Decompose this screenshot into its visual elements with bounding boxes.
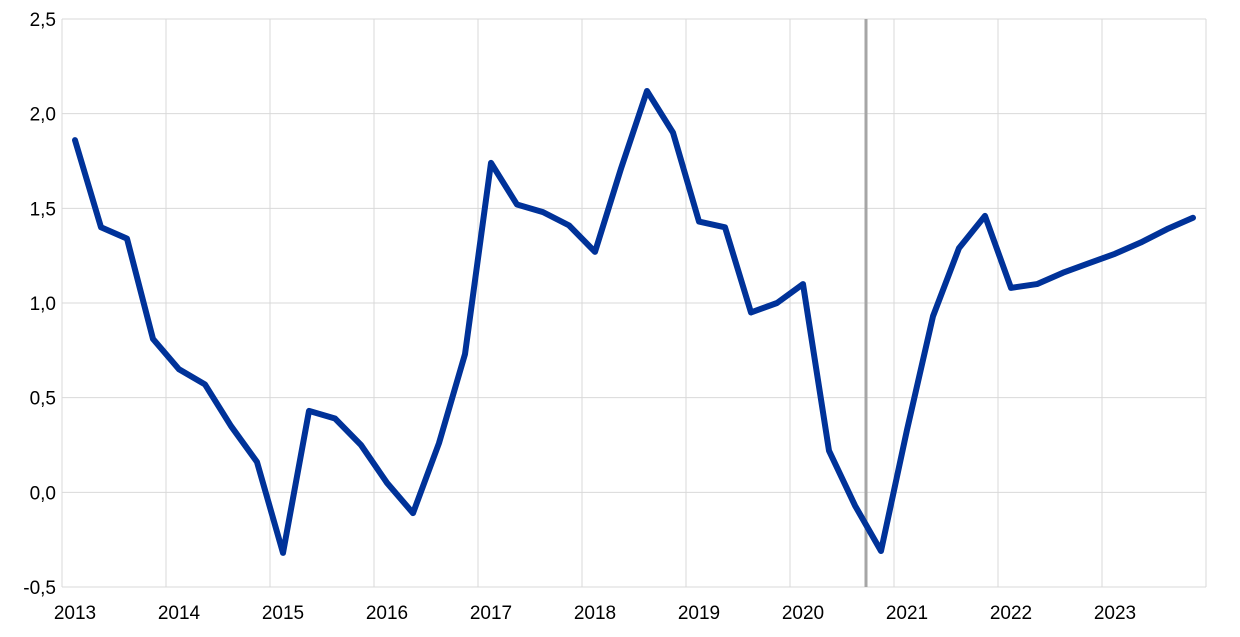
x-tick-label: 2019 [678, 603, 720, 624]
y-axis: -0,5 0,0 0,5 1,0 1,5 2,0 2,5 [23, 10, 56, 599]
x-tick-label: 2018 [574, 603, 616, 624]
x-tick-label: 2016 [366, 603, 408, 624]
x-tick-label: 2023 [1094, 603, 1136, 624]
x-axis: 2013 2014 2015 2016 2017 2018 2019 2020 2021 2022… [54, 603, 1136, 624]
x-tick-label: 2021 [886, 603, 928, 624]
x-tick-label: 2022 [990, 603, 1032, 624]
x-tick-label: 2015 [262, 603, 304, 624]
y-tick-label: 0,0 [30, 483, 56, 504]
y-tick-label: 0,5 [30, 389, 56, 410]
y-tick-label: 1,5 [30, 199, 56, 220]
x-tick-label: 2014 [158, 603, 201, 624]
grid [62, 19, 1206, 587]
series-line [75, 91, 1193, 553]
y-tick-label: 2,5 [30, 10, 56, 31]
x-tick-label: 2017 [470, 603, 512, 624]
y-tick-label: -0,5 [23, 578, 56, 599]
y-tick-label: 1,0 [30, 294, 56, 315]
x-tick-label: 2013 [54, 603, 96, 624]
y-tick-label: 2,0 [30, 105, 56, 126]
x-tick-label: 2020 [782, 603, 824, 624]
